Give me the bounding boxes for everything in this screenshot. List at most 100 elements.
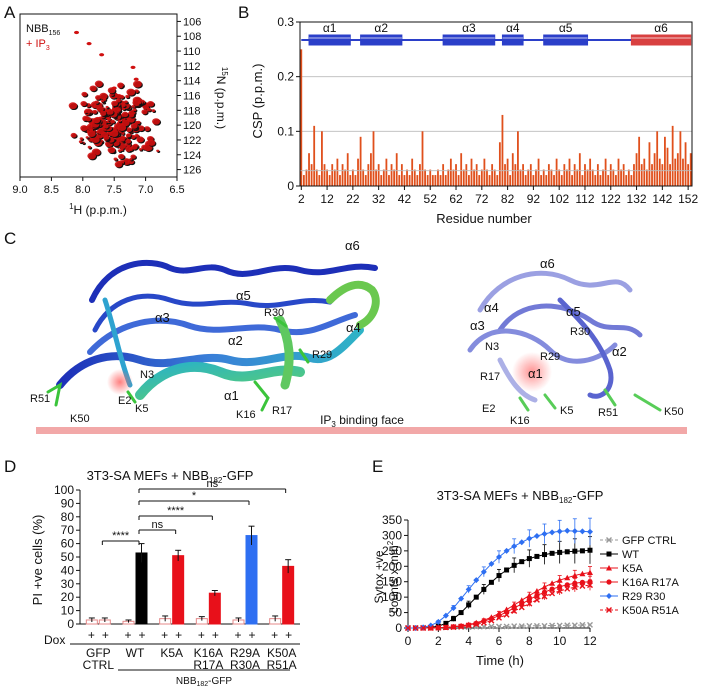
nmr-peak-ip3: [110, 130, 119, 137]
nmr-peak-ip3: [68, 102, 78, 110]
csp-bar: [408, 175, 411, 186]
chart-e-marker: [571, 572, 578, 579]
nmr-peak-ip3: [85, 136, 89, 139]
csp-bar: [625, 175, 628, 186]
csp-bar: [444, 175, 447, 186]
chart-e-marker: [458, 595, 465, 602]
chart-e-series: [405, 517, 593, 631]
chart-e-marker: [473, 577, 480, 584]
csp-bar: [602, 169, 604, 186]
csp-bar: [362, 169, 365, 186]
csp-bar: [658, 158, 661, 186]
structure-label-right: R29: [540, 351, 560, 363]
csp-bar: [367, 164, 370, 186]
chart-e-marker: [503, 623, 510, 630]
chart-e-marker: [526, 622, 533, 629]
csp-bar: [630, 175, 633, 186]
chart-e-marker: [465, 586, 472, 593]
chart-e-marker: [587, 621, 593, 628]
csp-bar: [679, 131, 682, 186]
chart-e-marker: [556, 587, 563, 594]
csp-bar: [648, 142, 651, 186]
significance-label: ****: [112, 530, 130, 542]
csp-bar: [462, 169, 465, 186]
chart-e-marker: [587, 569, 593, 575]
legend-entry: GFP CTRL: [622, 535, 676, 547]
chart-d-y-tick-label: 40: [61, 563, 75, 577]
chart-e-marker: [606, 565, 612, 571]
csp-bar: [553, 175, 555, 186]
csp-bar: [323, 164, 326, 186]
csp-bar: [488, 175, 491, 186]
csp-bar: [344, 169, 347, 186]
csp-bar: [400, 164, 403, 186]
structure-label-right: R30: [570, 326, 590, 338]
csp-bar: [545, 175, 548, 186]
nmr-peak-ip3: [152, 118, 161, 125]
csp-x-tick-label: 32: [372, 192, 386, 206]
helix-4-label: α4: [506, 21, 520, 35]
csp-bar: [302, 175, 305, 186]
chart-d-significance: ****ns*****ns: [101, 478, 287, 545]
nmr-peak-ip3: [74, 30, 80, 35]
csp-bar: [375, 169, 377, 186]
group-label-bottom: CTRL: [83, 658, 115, 672]
csp-x-axis-label: Residue number: [436, 211, 532, 226]
csp-x-tick-label: 72: [475, 192, 489, 206]
csp-bar: [676, 153, 679, 186]
group-label-bottom: R30A: [230, 658, 260, 672]
chart-e-marker: [526, 535, 533, 542]
nmr-peak-ip3: [124, 100, 128, 104]
chart-e-marker: [412, 625, 419, 631]
helix-3-bar: [442, 34, 496, 46]
chart-e-marker: [606, 579, 612, 585]
panel-a: A NBB156 + IP3 9.0 8.5 8.0 7.5 7.0 6.5 106 108…: [4, 3, 229, 217]
chart-e-marker: [533, 622, 540, 629]
csp-x-tick-label: 132: [627, 192, 647, 206]
nmr-peak-ip3: [80, 125, 88, 132]
chart-e-marker: [564, 574, 571, 581]
csp-bar: [437, 169, 439, 186]
chart-e-marker: [606, 607, 612, 613]
chart-d-bar: [135, 552, 148, 625]
ip3-binding-face-bar: [36, 427, 687, 434]
chart-e-marker: [534, 553, 540, 559]
chart-d-y-tick-label: 10: [61, 604, 75, 618]
chart-e-marker: [579, 579, 586, 585]
chart-e-marker: [549, 590, 556, 597]
chart-e-marker: [518, 604, 525, 611]
csp-bar: [566, 169, 568, 186]
csp-bar: [434, 175, 437, 186]
nmr-peak-ip3: [125, 94, 130, 99]
chart-e-marker: [435, 618, 442, 625]
structure-left-labels: α6 α5 α3 α2 α4 α1 R30 R29 N3 E2 K5 K16 R17 R51 K50: [30, 238, 361, 425]
nmr-peak-ip3: [120, 148, 124, 152]
nmr-peak-ip3: [126, 88, 136, 96]
nmr-peak-ip3: [114, 161, 123, 168]
chart-e-marker: [556, 577, 563, 583]
nmr-peak-ip3: [137, 125, 145, 132]
nmr-peak-ip3: [117, 119, 122, 123]
csp-bar: [532, 175, 535, 186]
chart-e-marker: [518, 597, 525, 603]
legend-ip3: + IP3: [26, 38, 50, 52]
structure-label-left: R51: [30, 393, 50, 405]
structure-label-right: R51: [598, 407, 618, 419]
chart-e-marker: [511, 608, 518, 615]
nmr-peak-ip3: [84, 110, 88, 114]
csp-bar: [661, 164, 664, 186]
csp-bar: [576, 169, 579, 186]
csp-bar: [671, 125, 674, 186]
dox-sign: +: [88, 628, 95, 642]
structure-label-right: K16: [510, 415, 530, 427]
nmr-y-ticks: 106 108 110 112 114 116 118 120 122 124 126: [177, 16, 201, 177]
csp-bar: [591, 169, 594, 186]
protein-structure-right: [467, 270, 662, 412]
csp-bar: [653, 153, 656, 186]
structure-label-left: R29: [312, 349, 332, 361]
csp-bar: [571, 175, 573, 186]
csp-bar: [478, 175, 481, 186]
nmr-peak-ip3: [146, 107, 152, 112]
chart-e-marker: [541, 622, 548, 629]
